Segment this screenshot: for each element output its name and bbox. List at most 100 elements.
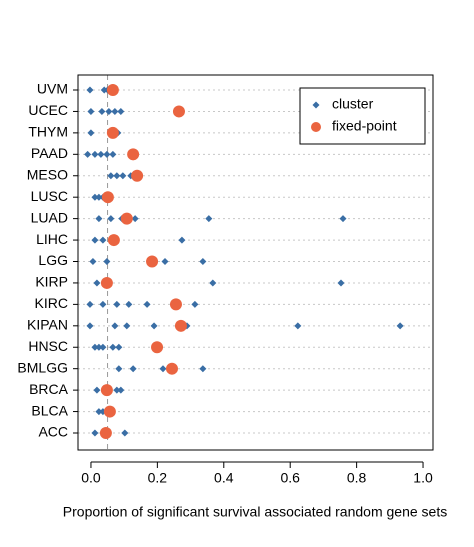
- x-tick-label: 0.4: [214, 470, 234, 486]
- cluster-point: [99, 343, 107, 351]
- cluster-point: [91, 193, 99, 201]
- legend-marker: [311, 122, 321, 132]
- cluster-point: [103, 150, 111, 158]
- y-tick-label: KIRC: [35, 295, 68, 311]
- fixed-point: [127, 148, 140, 161]
- cluster-point: [159, 365, 167, 373]
- y-tick-label: ACC: [38, 424, 68, 440]
- cluster-point: [178, 236, 186, 244]
- cluster-point: [119, 172, 127, 180]
- y-tick-label: MESO: [27, 166, 68, 182]
- cluster-point: [123, 322, 131, 330]
- legend-marker: [312, 101, 320, 109]
- y-tick-label: UCEC: [28, 102, 68, 118]
- cluster-point: [95, 343, 103, 351]
- cluster-point: [111, 322, 119, 330]
- cluster-point: [93, 279, 101, 287]
- y-tick-label: LIHC: [36, 231, 68, 247]
- x-axis-label: Proportion of significant survival assoc…: [63, 504, 447, 520]
- fixed-point: [107, 234, 120, 247]
- cluster-point: [86, 86, 94, 94]
- cluster-point: [97, 150, 105, 158]
- x-tick-label: 0.6: [280, 470, 300, 486]
- y-tick-label: HNSC: [28, 338, 68, 354]
- cluster-point: [115, 343, 123, 351]
- y-tick-label: LUSC: [31, 188, 68, 204]
- x-tick-label: 0.0: [81, 470, 101, 486]
- fixed-point: [100, 384, 113, 397]
- cluster-point: [87, 107, 95, 115]
- cluster-point: [199, 365, 207, 373]
- fixed-point: [174, 319, 187, 332]
- cluster-point: [337, 279, 345, 287]
- x-tick-label: 0.8: [347, 470, 367, 486]
- cluster-point: [107, 215, 115, 223]
- cluster-point: [205, 215, 213, 223]
- cluster-point: [109, 150, 117, 158]
- cluster-point: [209, 279, 217, 287]
- cluster-point: [95, 193, 103, 201]
- cluster-point: [199, 258, 207, 265]
- fixed-point: [103, 405, 116, 418]
- cluster-point: [99, 300, 107, 308]
- cluster-point: [99, 236, 107, 244]
- cluster-point: [117, 107, 125, 115]
- cluster-point: [95, 408, 103, 416]
- cluster-point: [113, 172, 121, 180]
- cluster-point: [191, 300, 199, 308]
- fixed-point: [106, 84, 119, 96]
- legend-box: [299, 87, 426, 145]
- cluster-point: [111, 107, 119, 115]
- cluster-point: [115, 365, 123, 373]
- y-tick-label: KIPAN: [27, 317, 68, 333]
- cluster-point: [93, 386, 101, 394]
- fixed-point: [169, 298, 182, 311]
- cluster-point: [143, 300, 151, 308]
- x-tick-label: 1.0: [413, 470, 433, 486]
- y-tick-label: BRCA: [29, 381, 69, 397]
- cluster-point: [87, 129, 95, 137]
- y-tick-label: BLCA: [31, 402, 68, 418]
- y-tick-label: LUAD: [31, 209, 68, 225]
- cluster-point: [161, 258, 169, 265]
- y-tick-label: KIRP: [35, 274, 68, 290]
- y-tick-label: LGG: [38, 252, 68, 268]
- fixed-point: [101, 191, 114, 204]
- fixed-point: [131, 169, 144, 182]
- cluster-point: [113, 300, 121, 308]
- cluster-point: [109, 343, 117, 351]
- fixed-point: [100, 276, 113, 289]
- cluster-point: [89, 258, 97, 265]
- fixed-point: [106, 126, 119, 139]
- cluster-point: [150, 322, 158, 330]
- cluster-point: [339, 215, 347, 223]
- cluster-point: [91, 236, 99, 244]
- cluster-point: [396, 322, 404, 330]
- cluster-point: [117, 386, 125, 394]
- cluster-point: [84, 150, 92, 158]
- cluster-point: [105, 107, 113, 115]
- cluster-point: [113, 386, 121, 394]
- legend-label: cluster: [332, 96, 374, 112]
- fixed-point: [99, 427, 112, 439]
- fixed-point: [151, 341, 164, 354]
- fixed-point: [165, 362, 178, 375]
- cluster-point: [86, 322, 94, 330]
- cluster-point: [107, 172, 115, 180]
- cluster-point: [103, 258, 111, 265]
- cluster-point: [125, 300, 133, 308]
- legend-label: fixed-point: [332, 118, 397, 134]
- cluster-point: [91, 429, 99, 437]
- y-tick-label: PAAD: [31, 145, 68, 161]
- cluster-point: [95, 215, 103, 223]
- plot-frame: [77, 74, 434, 451]
- cluster-point: [91, 150, 99, 158]
- cluster-point: [98, 107, 106, 115]
- cluster-point: [86, 300, 94, 308]
- fixed-point: [120, 212, 133, 225]
- y-tick-label: UVM: [37, 81, 68, 97]
- cluster-point: [121, 429, 129, 437]
- fixed-point: [146, 255, 159, 268]
- cluster-point: [294, 322, 302, 330]
